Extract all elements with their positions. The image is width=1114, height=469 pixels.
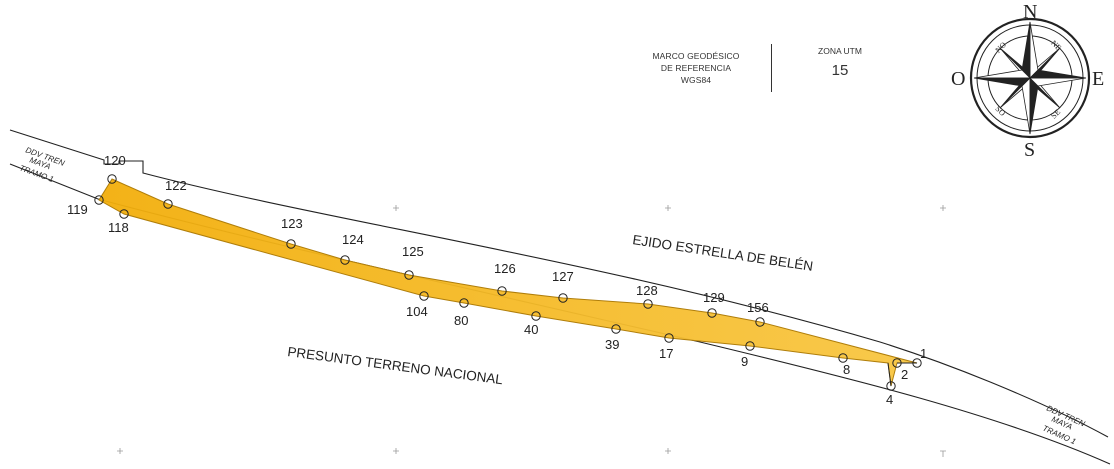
vertex-label-80: 80 (454, 313, 468, 328)
vertex-labels: 120 122 123 124 125 126 127 128 129 156 … (67, 153, 927, 407)
vertex-120[interactable] (107, 174, 117, 184)
vertex-17[interactable] (664, 333, 674, 343)
vertex-label-129: 129 (703, 290, 725, 305)
vertex-129[interactable] (707, 308, 717, 318)
datum-line1: MARCO GEODÉSICO (652, 51, 740, 61)
vertex-label-4: 4 (886, 392, 893, 407)
compass-rose: N S E O NE NO SE SO (951, 1, 1104, 161)
vertex-118[interactable] (119, 209, 129, 219)
zone-value: 15 (831, 62, 849, 79)
vertex-80[interactable] (459, 298, 469, 308)
vertex-label-118: 118 (108, 220, 129, 235)
compass-e: E (1092, 68, 1104, 90)
header-divider (771, 44, 772, 92)
vertex-label-40: 40 (524, 322, 538, 337)
parcel-polygon[interactable] (98, 178, 918, 387)
vertex-127[interactable] (558, 293, 568, 303)
vertex-label-124: 124 (342, 232, 364, 247)
vertex-label-125: 125 (402, 244, 424, 259)
datum-line3: WGS84 (680, 75, 712, 85)
vertex-label-120: 120 (104, 153, 126, 168)
vertex-126[interactable] (497, 286, 507, 296)
vertex-128[interactable] (643, 299, 653, 309)
vertex-label-119: 119 (67, 202, 88, 217)
vertex-39[interactable] (611, 324, 621, 334)
zone-label: ZONA UTM (818, 46, 862, 56)
vertex-markers (94, 174, 922, 391)
vertex-label-2: 2 (901, 367, 908, 382)
vertex-label-1: 1 (920, 346, 927, 361)
vertex-label-127: 127 (552, 269, 574, 284)
zone-block: ZONA UTM 15 (800, 46, 880, 79)
vertex-label-17: 17 (659, 346, 673, 361)
region-ejido-label: EJIDO ESTRELLA DE BELÉN (632, 232, 815, 274)
vertex-label-104: 104 (406, 304, 428, 319)
vertex-label-128: 128 (636, 283, 658, 298)
compass-s: S (1024, 139, 1035, 161)
vertex-label-123: 123 (281, 216, 303, 231)
vertex-40[interactable] (531, 311, 541, 321)
vertex-104[interactable] (419, 291, 429, 301)
vertex-122[interactable] (163, 199, 173, 209)
vertex-label-126: 126 (494, 261, 516, 276)
grid-marks (117, 205, 946, 457)
vertex-label-8: 8 (843, 362, 850, 377)
vertex-123[interactable] (286, 239, 296, 249)
compass-n: N (1023, 1, 1037, 23)
vertex-label-156: 156 (747, 300, 769, 315)
vertex-156[interactable] (755, 317, 765, 327)
vertex-119[interactable] (94, 195, 104, 205)
vertex-label-9: 9 (741, 354, 748, 369)
vertex-125[interactable] (404, 270, 414, 280)
datum-block: MARCO GEODÉSICO DE REFERENCIA WGS84 (636, 50, 756, 86)
vertex-label-39: 39 (605, 337, 619, 352)
vertex-8[interactable] (838, 353, 848, 363)
vertex-9[interactable] (745, 341, 755, 351)
corridor-label-east: DDV TREN MAYA TRAMO 1 (1041, 404, 1086, 447)
vertex-4[interactable] (886, 381, 896, 391)
corridor-north-boundary (9, 129, 1109, 438)
corridor-label-west: DDV TREN MAYA TRAMO 1 (18, 145, 66, 184)
datum-line2: DE REFERENCIA (660, 63, 732, 73)
region-nacional-label: PRESUNTO TERRENO NACIONAL (287, 344, 505, 387)
compass-o: O (951, 68, 965, 90)
vertex-label-122: 122 (165, 178, 187, 193)
vertex-1[interactable] (912, 358, 922, 368)
vertex-124[interactable] (340, 255, 350, 265)
vertex-2[interactable] (892, 358, 902, 368)
